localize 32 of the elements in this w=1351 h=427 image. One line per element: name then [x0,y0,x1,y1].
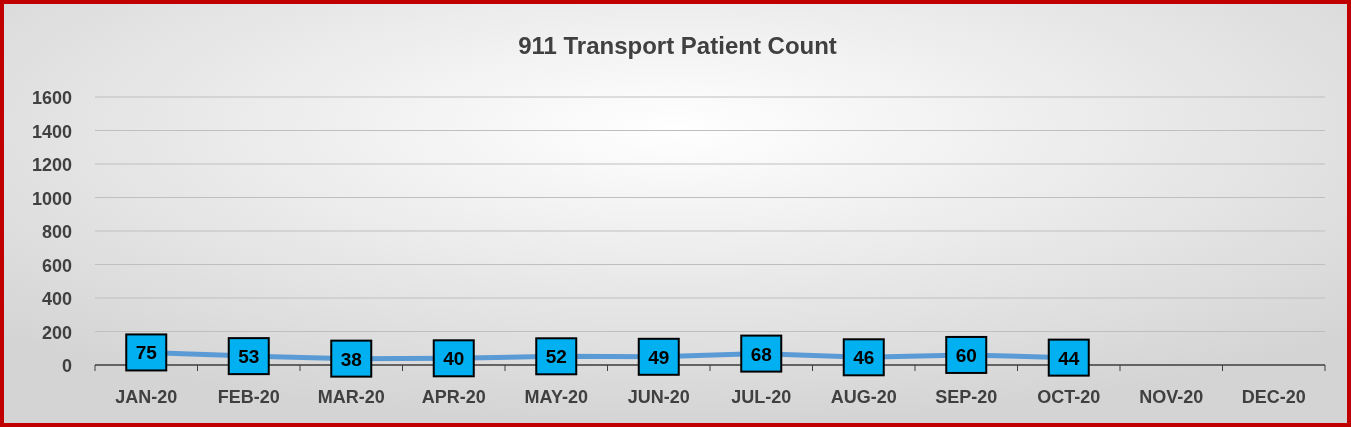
data-label: 53 [238,346,260,368]
y-tick-label: 600 [41,255,72,276]
y-tick-label: 1000 [31,188,72,209]
data-label: 49 [648,346,670,368]
chart-title: 911 Transport Patient Count [518,32,837,59]
x-tick-label: NOV-20 [1139,387,1204,407]
x-tick-label: APR-20 [421,387,486,407]
data-label: 68 [750,343,772,365]
x-tick-label: JUL-20 [731,387,792,407]
x-tick-label: FEB-20 [217,387,280,407]
data-label: 44 [1058,347,1080,369]
x-tick-label: OCT-20 [1037,387,1101,407]
y-tick-label: 400 [41,289,72,309]
x-tick-label: JUN-20 [627,387,690,407]
x-tick-label: JAN-20 [115,387,178,407]
y-tick-label: 1200 [31,155,72,175]
y-tick-label: 0 [61,356,72,376]
x-tick-label: SEP-20 [935,387,998,407]
data-label: 60 [955,344,977,366]
y-tick-label: 1600 [31,88,72,108]
data-label: 75 [135,342,158,364]
x-tick-label: MAR-20 [317,387,385,407]
data-label: 46 [853,347,875,369]
x-tick-label: MAY-20 [524,387,588,407]
data-label: 38 [340,348,362,370]
data-label: 40 [443,348,465,370]
x-tick-label: AUG-20 [830,387,897,407]
y-tick-label: 200 [41,322,72,343]
y-tick-label: 1400 [31,121,72,142]
data-label: 52 [545,346,567,368]
y-tick-label: 800 [41,222,72,242]
x-tick-label: DEC-20 [1241,387,1306,407]
